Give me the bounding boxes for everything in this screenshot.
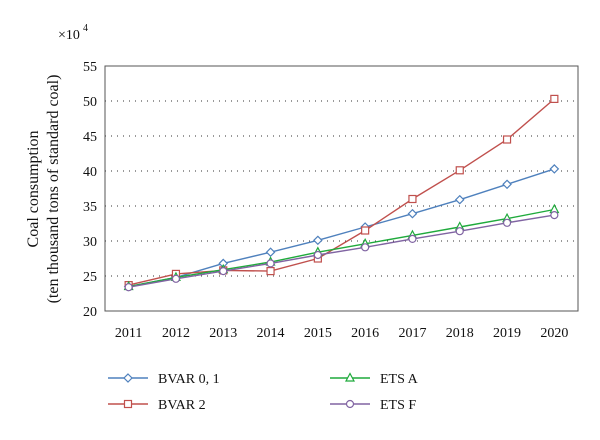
data-point <box>266 259 275 268</box>
legend-marker <box>345 372 355 382</box>
legend-item: ETS F <box>330 398 416 413</box>
data-point <box>454 194 465 205</box>
y-tick-label: 25 <box>83 270 97 285</box>
series-1 <box>124 94 559 290</box>
data-point <box>265 247 276 258</box>
y-multiplier-label: ×10 <box>58 28 80 43</box>
data-point <box>266 267 275 276</box>
x-tick-label: 2012 <box>162 326 190 341</box>
data-point <box>361 243 370 252</box>
y-axis-label-units: (ten thousand tons of standard coal) <box>45 75 62 304</box>
data-point <box>455 227 464 236</box>
series-line <box>128 168 555 288</box>
data-point <box>455 166 464 175</box>
legend-label: BVAR 0, 1 <box>158 372 220 387</box>
x-tick-label: 2019 <box>493 326 521 341</box>
legend-item: ETS A <box>330 372 419 387</box>
legend-marker <box>123 399 133 409</box>
x-tick-label: 2018 <box>446 326 474 341</box>
data-point <box>550 211 559 220</box>
legend-item: BVAR 2 <box>108 398 206 413</box>
x-tick-label: 2015 <box>304 326 332 341</box>
y-axis-ticks: 20 25 30 35 40 45 50 55 <box>83 60 97 320</box>
legend-label: ETS A <box>380 372 419 387</box>
plot-frame <box>104 65 579 312</box>
data-point <box>313 235 323 246</box>
data-point <box>313 250 322 260</box>
data-point <box>549 164 560 174</box>
y-multiplier-exponent: 4 <box>83 23 88 34</box>
y-tick-label: 35 <box>83 200 97 215</box>
legend-marker <box>345 399 355 409</box>
y-axis-label: Coal consumption <box>25 131 42 248</box>
series-line <box>128 98 555 286</box>
x-tick-label: 2017 <box>398 326 426 341</box>
series-0 <box>123 164 560 292</box>
data-point <box>171 274 181 283</box>
data-point <box>361 226 370 235</box>
data-point <box>408 194 417 204</box>
x-tick-label: 2016 <box>351 326 379 341</box>
x-tick-label: 2011 <box>115 326 142 341</box>
data-point <box>407 208 418 219</box>
x-tick-label: 2020 <box>540 326 568 341</box>
legend: BVAR 0, 1 BVAR 2 ETS A ETS F <box>108 372 419 413</box>
data-point <box>124 283 133 292</box>
series-3 <box>124 211 559 292</box>
legend-label: BVAR 2 <box>158 398 206 413</box>
legend-item: BVAR 0, 1 <box>108 372 220 387</box>
y-tick-label: 45 <box>83 130 97 145</box>
x-tick-label: 2014 <box>257 326 285 341</box>
data-point <box>502 179 512 190</box>
legend-marker <box>123 373 133 383</box>
y-tick-label: 55 <box>83 60 97 75</box>
y-tick-label: 50 <box>83 95 97 110</box>
y-tick-label: 40 <box>83 165 97 180</box>
data-point <box>219 267 228 276</box>
series-lines <box>123 94 560 292</box>
data-point <box>550 94 559 104</box>
data-point <box>502 218 512 227</box>
x-tick-label: 2013 <box>209 326 237 341</box>
series-line <box>128 214 555 288</box>
x-axis-ticks: 2011 2012 2013 2014 2015 2016 2017 2018 2019 2020 <box>115 326 568 341</box>
y-tick-label: 30 <box>83 235 97 250</box>
data-point <box>502 135 512 144</box>
y-tick-label: 20 <box>83 305 97 320</box>
series-line <box>128 208 555 288</box>
data-point <box>408 234 417 243</box>
legend-label: ETS F <box>380 398 416 413</box>
